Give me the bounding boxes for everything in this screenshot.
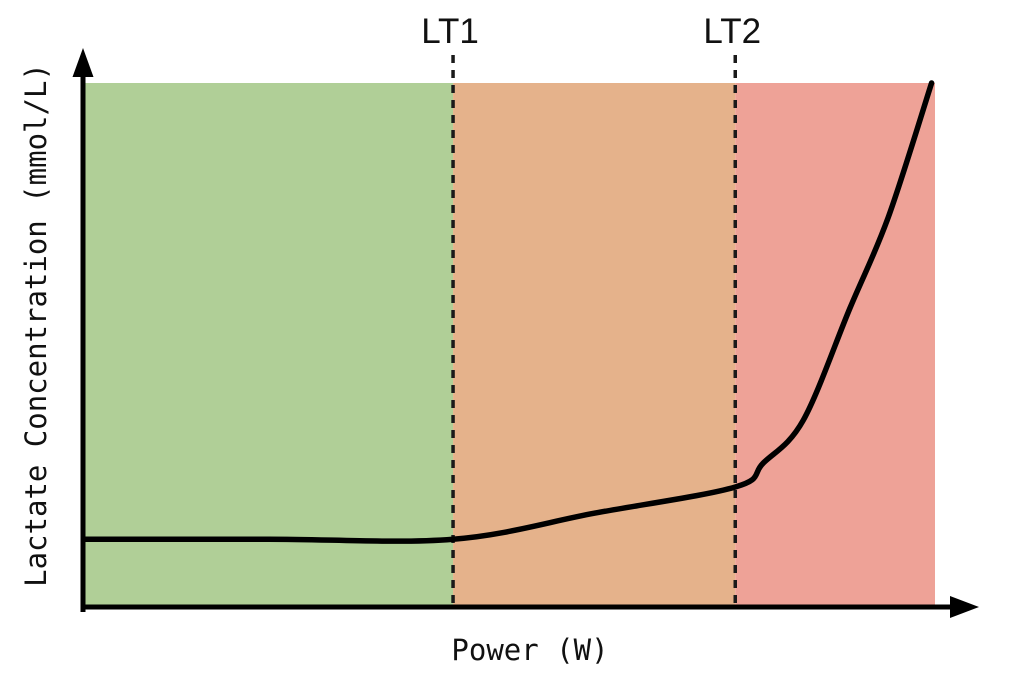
threshold-lines-layer <box>451 55 737 605</box>
orange-zone <box>453 83 736 605</box>
x-axis-label: Power (W) <box>451 633 608 667</box>
lactate-curve <box>82 80 935 544</box>
y-axis-label: Lactate Concentration (mmol/L) <box>19 63 53 587</box>
x-axis-arrowhead <box>950 596 979 618</box>
lt1-label: LT1 <box>421 12 479 51</box>
x-axis <box>80 596 979 618</box>
y-axis-arrowhead <box>72 48 94 77</box>
green-zone <box>85 83 454 605</box>
lt2-label: LT2 <box>703 12 761 51</box>
y-axis <box>72 48 94 612</box>
training-zones-layer <box>85 83 935 605</box>
